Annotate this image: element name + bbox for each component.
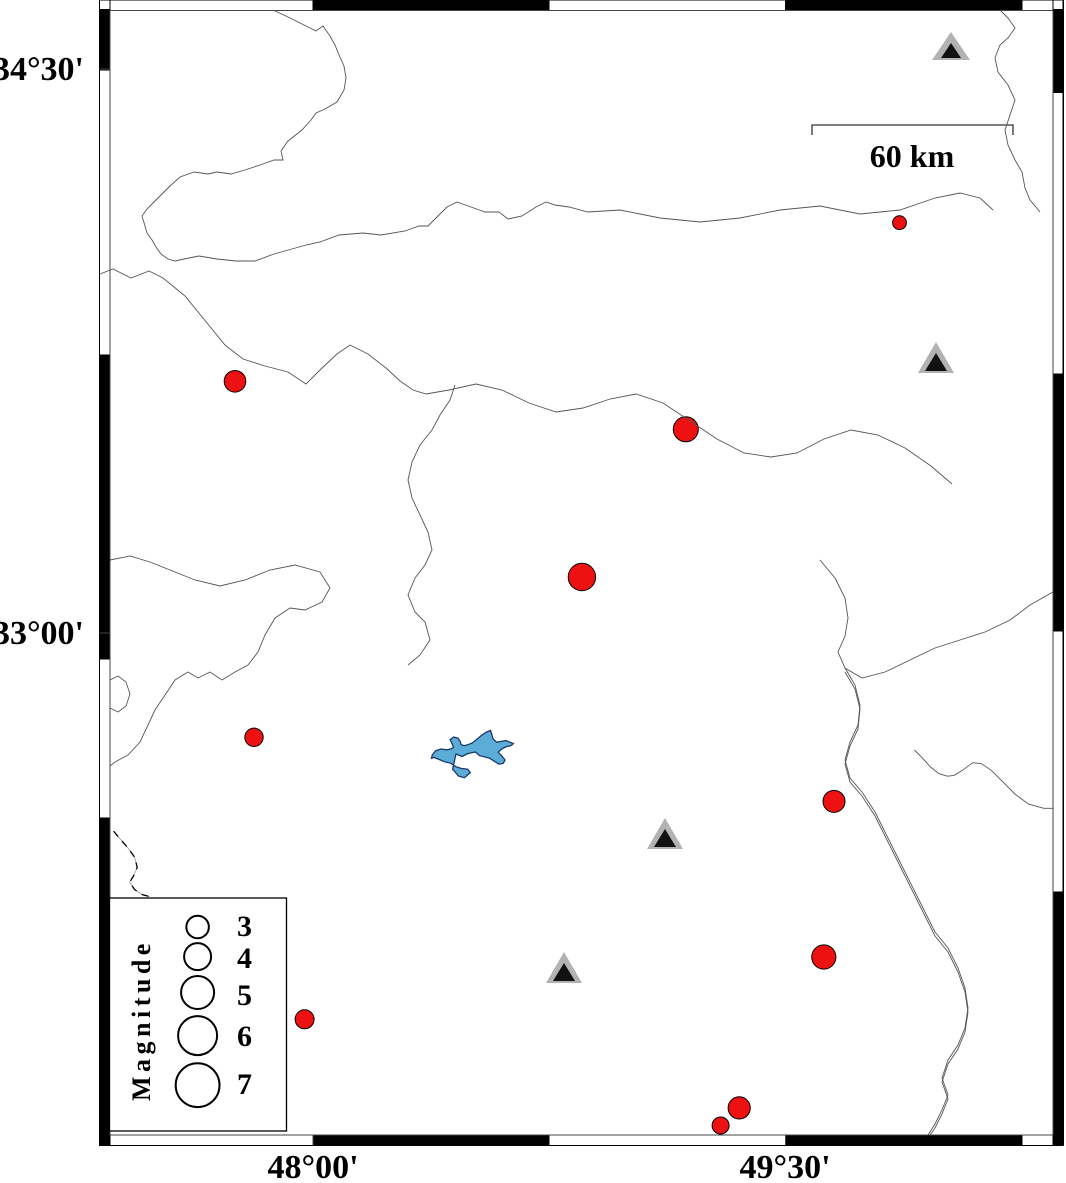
svg-text:6: 6 xyxy=(237,1020,252,1053)
svg-text:3: 3 xyxy=(237,910,252,943)
svg-text:Magnitude: Magnitude xyxy=(127,939,156,1101)
svg-text:49°30': 49°30' xyxy=(739,1149,830,1183)
svg-text:33°00': 33°00' xyxy=(0,615,84,652)
svg-text:60 km: 60 km xyxy=(870,138,955,174)
svg-text:4: 4 xyxy=(237,942,252,975)
svg-text:7: 7 xyxy=(237,1068,252,1101)
svg-text:48°00': 48°00' xyxy=(267,1149,358,1183)
svg-text:5: 5 xyxy=(237,979,252,1012)
svg-text:34°30': 34°30' xyxy=(0,51,84,88)
